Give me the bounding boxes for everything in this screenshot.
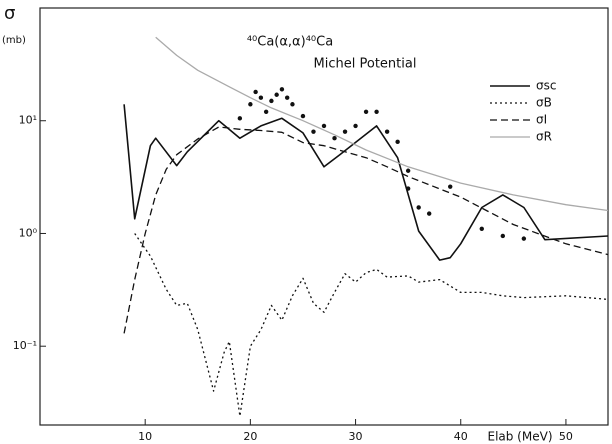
data-point xyxy=(279,87,285,92)
x-tick-label: 50 xyxy=(559,430,573,443)
legend-label: σsc xyxy=(536,79,556,93)
series-line xyxy=(123,104,609,261)
series-line xyxy=(155,36,609,212)
data-point xyxy=(353,123,358,129)
data-point xyxy=(237,116,243,121)
data-point xyxy=(363,109,369,115)
x-tick-label: 30 xyxy=(349,430,363,443)
data-point xyxy=(395,139,400,145)
data-point xyxy=(274,92,279,97)
data-point xyxy=(405,168,411,173)
data-point xyxy=(342,129,348,134)
data-point xyxy=(300,113,306,119)
data-point xyxy=(374,109,379,115)
x-tick-label: 40 xyxy=(454,430,468,443)
legend-label: σR xyxy=(536,130,552,144)
x-tick-label: 20 xyxy=(243,430,257,443)
y-tick-label: 10⁻¹ xyxy=(13,339,37,352)
chart-title: ⁴⁰Ca(α,α)⁴⁰Ca xyxy=(247,35,333,50)
data-point xyxy=(253,89,258,95)
x-label: Elab (MeV) xyxy=(487,430,552,444)
data-point xyxy=(269,98,274,104)
data-point xyxy=(426,211,432,216)
data-point xyxy=(263,109,269,115)
data-point xyxy=(284,95,290,100)
data-point xyxy=(321,123,327,129)
chart-subtitle: Michel Potential xyxy=(314,57,417,72)
data-point xyxy=(311,129,316,134)
legend-label: σB xyxy=(536,96,552,110)
data-point xyxy=(500,233,506,239)
data-point xyxy=(332,135,337,141)
data-point xyxy=(521,236,527,241)
series-line xyxy=(123,126,609,334)
x-tick-label: 10 xyxy=(138,430,152,443)
data-point xyxy=(258,95,264,100)
data-point xyxy=(448,184,453,189)
plot-frame xyxy=(39,7,609,426)
legend-label: σI xyxy=(536,113,547,127)
series-line xyxy=(134,233,609,417)
y-tick-label: 10¹ xyxy=(19,114,37,127)
data-point xyxy=(248,102,253,107)
data-point xyxy=(416,205,421,210)
y-unit: (mb) xyxy=(2,35,26,46)
y-label: σ xyxy=(4,3,15,24)
data-point xyxy=(384,129,390,134)
data-point xyxy=(290,102,295,107)
y-tick-label: 10⁰ xyxy=(19,226,38,239)
data-point xyxy=(479,226,484,232)
data-point xyxy=(405,186,411,191)
